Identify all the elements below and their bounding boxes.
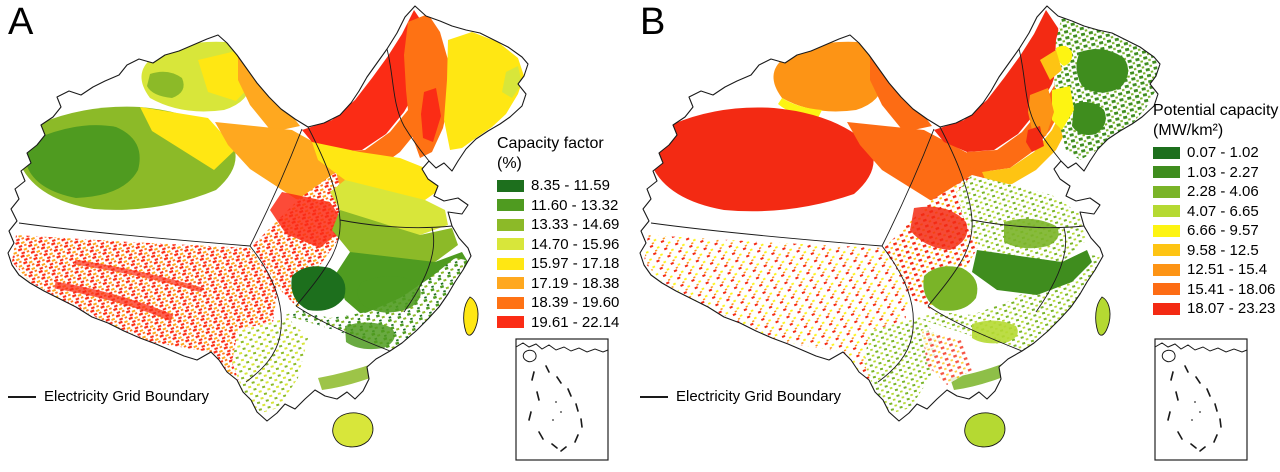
legend-range-label: 11.60 - 13.32 xyxy=(531,196,619,214)
legend-class-row: 18.07 - 23.23 xyxy=(1153,299,1280,319)
legend-class-row: 0.07 - 1.02 xyxy=(1153,143,1280,163)
legend-unit: (MW/km²) xyxy=(1153,122,1224,139)
legend-range-label: 1.03 - 2.27 xyxy=(1187,163,1259,181)
raster-potential-capacity xyxy=(640,6,1160,421)
legend-class-row: 4.07 - 6.65 xyxy=(1153,202,1280,222)
south-china-sea-inset xyxy=(1154,338,1248,461)
taiwan xyxy=(1095,296,1111,336)
legend-range-label: 2.28 - 4.06 xyxy=(1187,183,1259,201)
panel-a-label: A xyxy=(8,1,34,43)
legend-swatch xyxy=(497,179,524,192)
hainan xyxy=(964,412,1006,448)
legend-range-label: 4.07 - 6.65 xyxy=(1187,202,1259,220)
legend-range-label: 12.51 - 15.4 xyxy=(1187,261,1268,279)
legend-class-row: 15.41 - 18.06 xyxy=(1153,280,1280,300)
grid-boundaries xyxy=(18,48,453,383)
legend-title: Potential capacity xyxy=(1153,102,1279,119)
legend-range-label: 15.97 - 17.18 xyxy=(531,255,620,273)
legend-swatch xyxy=(497,296,524,309)
legend-class-row: 2.28 - 4.06 xyxy=(1153,182,1280,202)
legend-range-label: 18.07 - 23.23 xyxy=(1187,300,1276,318)
legend-swatch xyxy=(497,257,524,270)
legend-capacity-factor: Capacity factor (%) 8.35 - 11.59 11.60 -… xyxy=(497,134,631,332)
legend-class-row: 8.35 - 11.59 xyxy=(497,176,631,196)
legend-class-row: 9.58 - 12.5 xyxy=(1153,241,1280,261)
legend-swatch xyxy=(1153,224,1180,237)
south-china-sea-inset xyxy=(515,338,609,461)
legend-potential-capacity: Potential capacity (MW/km²) 0.07 - 1.02 … xyxy=(1153,101,1280,319)
boundary-legend-label: Electricity Grid Boundary xyxy=(676,388,842,405)
legend-swatch xyxy=(497,238,524,251)
legend-class-row: 18.39 - 19.60 xyxy=(497,293,631,313)
legend-class-row: 13.33 - 14.69 xyxy=(497,215,631,235)
legend-range-label: 18.39 - 19.60 xyxy=(531,294,620,312)
grid-boundaries xyxy=(650,48,1085,383)
legend-title: Capacity factor xyxy=(497,135,604,152)
legend-range-label: 19.61 - 22.14 xyxy=(531,313,620,331)
legend-class-row: 14.70 - 15.96 xyxy=(497,235,631,255)
legend-swatch xyxy=(497,218,524,231)
legend-class-row: 1.03 - 2.27 xyxy=(1153,163,1280,183)
legend-swatch xyxy=(1153,263,1180,276)
legend-range-label: 0.07 - 1.02 xyxy=(1187,144,1259,162)
legend-swatch xyxy=(1153,185,1180,198)
legend-swatch xyxy=(497,316,524,329)
china-map-capacity-factor xyxy=(7,5,609,461)
boundary-legend-label: Electricity Grid Boundary xyxy=(44,388,210,405)
legend-swatch xyxy=(1153,302,1180,315)
legend-range-label: 9.58 - 12.5 xyxy=(1187,241,1259,259)
legend-class-row: 19.61 - 22.14 xyxy=(497,313,631,333)
boundary-line-symbol xyxy=(640,395,668,398)
legend-range-label: 6.66 - 9.57 xyxy=(1187,222,1259,240)
legend-class-row: 15.97 - 17.18 xyxy=(497,254,631,274)
legend-range-label: 17.19 - 18.38 xyxy=(531,274,620,292)
panel-a: A Capacity factor (%) 8.35 - 11.59 11.60… xyxy=(0,0,632,472)
taiwan xyxy=(463,296,479,336)
legend-class-row: 12.51 - 15.4 xyxy=(1153,260,1280,280)
legend-swatch xyxy=(1153,166,1180,179)
legend-class-row: 17.19 - 18.38 xyxy=(497,274,631,294)
nine-dash-line xyxy=(1167,365,1222,452)
legend-swatch xyxy=(1153,205,1180,218)
legend-unit: (%) xyxy=(497,155,522,172)
legend-class-row: 6.66 - 9.57 xyxy=(1153,221,1280,241)
legend-range-label: 14.70 - 15.96 xyxy=(531,235,620,253)
raster-capacity-factor xyxy=(8,6,528,421)
legend-swatch xyxy=(1153,283,1180,296)
china-map-potential-capacity xyxy=(639,5,1248,461)
legend-swatch xyxy=(497,199,524,212)
legend-class-row: 11.60 - 13.32 xyxy=(497,196,631,216)
grid-boundary-legend: Electricity Grid Boundary xyxy=(640,388,841,405)
hainan xyxy=(332,412,374,448)
nine-dash-line xyxy=(528,365,583,452)
legend-range-label: 15.41 - 18.06 xyxy=(1187,280,1276,298)
legend-range-label: 13.33 - 14.69 xyxy=(531,216,620,234)
legend-swatch xyxy=(497,277,524,290)
legend-swatch xyxy=(1153,146,1180,159)
legend-range-label: 8.35 - 11.59 xyxy=(531,177,610,195)
grid-boundary-legend: Electricity Grid Boundary xyxy=(8,388,209,405)
panel-b-label: B xyxy=(640,1,666,43)
panel-b: B Potential capacity (MW/km²) 0.07 - 1.0… xyxy=(632,0,1280,472)
legend-swatch xyxy=(1153,244,1180,257)
boundary-line-symbol xyxy=(8,395,36,398)
